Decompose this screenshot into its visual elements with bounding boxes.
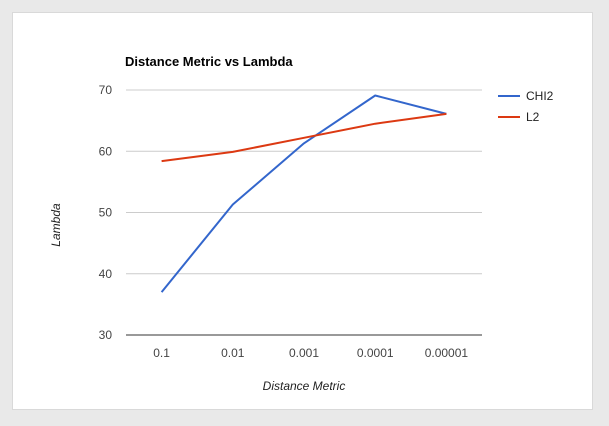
x-tick-label: 0.01 [221,346,245,360]
legend: CHI2 L2 [498,89,554,124]
series-line-l2 [161,112,447,163]
x-axis-ticks: 0.1 0.01 0.001 0.0001 0.00001 [153,346,468,360]
chart-title: Distance Metric vs Lambda [125,54,293,69]
x-tick-label: 0.1 [153,346,170,360]
y-tick-label: 40 [99,267,113,281]
legend-label-l2: L2 [526,110,540,124]
y-axis-ticks: 30 40 50 60 70 [99,83,113,342]
line-chart: Distance Metric vs Lambda 30 40 50 60 70 0.1… [49,54,554,393]
x-tick-label: 0.00001 [425,346,469,360]
y-tick-label: 70 [99,83,113,97]
x-tick-label: 0.001 [289,346,319,360]
y-tick-label: 30 [99,328,113,342]
x-axis-title: Distance Metric [263,379,346,393]
y-axis-title: Lambda [49,203,63,247]
y-tick-label: 60 [99,144,113,158]
chart-frame: Distance Metric vs Lambda 30 40 50 60 70 0.1… [12,12,593,410]
y-tick-label: 50 [99,206,113,220]
series-lines [160,94,447,293]
x-tick-label: 0.0001 [357,346,394,360]
gridlines [126,89,482,336]
series-line-chi2 [160,94,447,293]
legend-label-chi2: CHI2 [526,89,554,103]
